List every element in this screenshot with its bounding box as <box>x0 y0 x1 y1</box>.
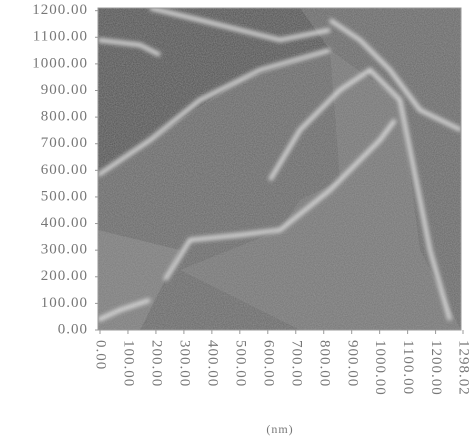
page: (nm) 0.00 100.00 200.00 300.00 400.00 500.00 6… <box>0 0 473 441</box>
y-tick-label: 400.00 <box>41 215 88 231</box>
x-tick-label: 0.00 <box>93 340 109 370</box>
y-tick-label: 700.00 <box>41 135 88 151</box>
y-tick-label: 600.00 <box>41 162 88 178</box>
x-tick-label: 1000.00 <box>372 340 388 396</box>
y-tick-label: 500.00 <box>41 188 88 204</box>
micrograph <box>98 8 461 330</box>
x-tick-label: 600.00 <box>260 340 276 387</box>
x-tick-label: 800.00 <box>316 340 332 387</box>
y-tick-label: 1200.00 <box>32 2 88 18</box>
y-tick-label: 300.00 <box>41 242 88 258</box>
x-tick-label: 400.00 <box>204 340 220 387</box>
x-tick-label: 700.00 <box>288 340 304 387</box>
y-tick-label: 900.00 <box>41 82 88 98</box>
chart: (nm) 0.00 100.00 200.00 300.00 400.00 500.00 6… <box>0 0 473 441</box>
y-tick-label: 100.00 <box>41 295 88 311</box>
x-tick-label: 100.00 <box>121 340 137 387</box>
y-tick-label: 800.00 <box>41 109 88 125</box>
y-tick-label: 1100.00 <box>33 29 88 45</box>
x-tick-label: 200.00 <box>148 340 164 387</box>
y-tick-label: 1000.00 <box>32 55 88 71</box>
x-tick-label: 1100.00 <box>400 340 416 395</box>
x-tick-label: 1298.02 <box>456 340 472 396</box>
y-tick-label: 200.00 <box>41 268 88 284</box>
x-axis-label: (nm) <box>266 422 293 436</box>
x-tick-label: 900.00 <box>344 340 360 387</box>
y-tick-label: 0.00 <box>58 321 88 337</box>
x-tick-label: 300.00 <box>176 340 192 387</box>
x-tick-label: 500.00 <box>232 340 248 387</box>
x-tick-label: 1200.00 <box>428 340 444 396</box>
